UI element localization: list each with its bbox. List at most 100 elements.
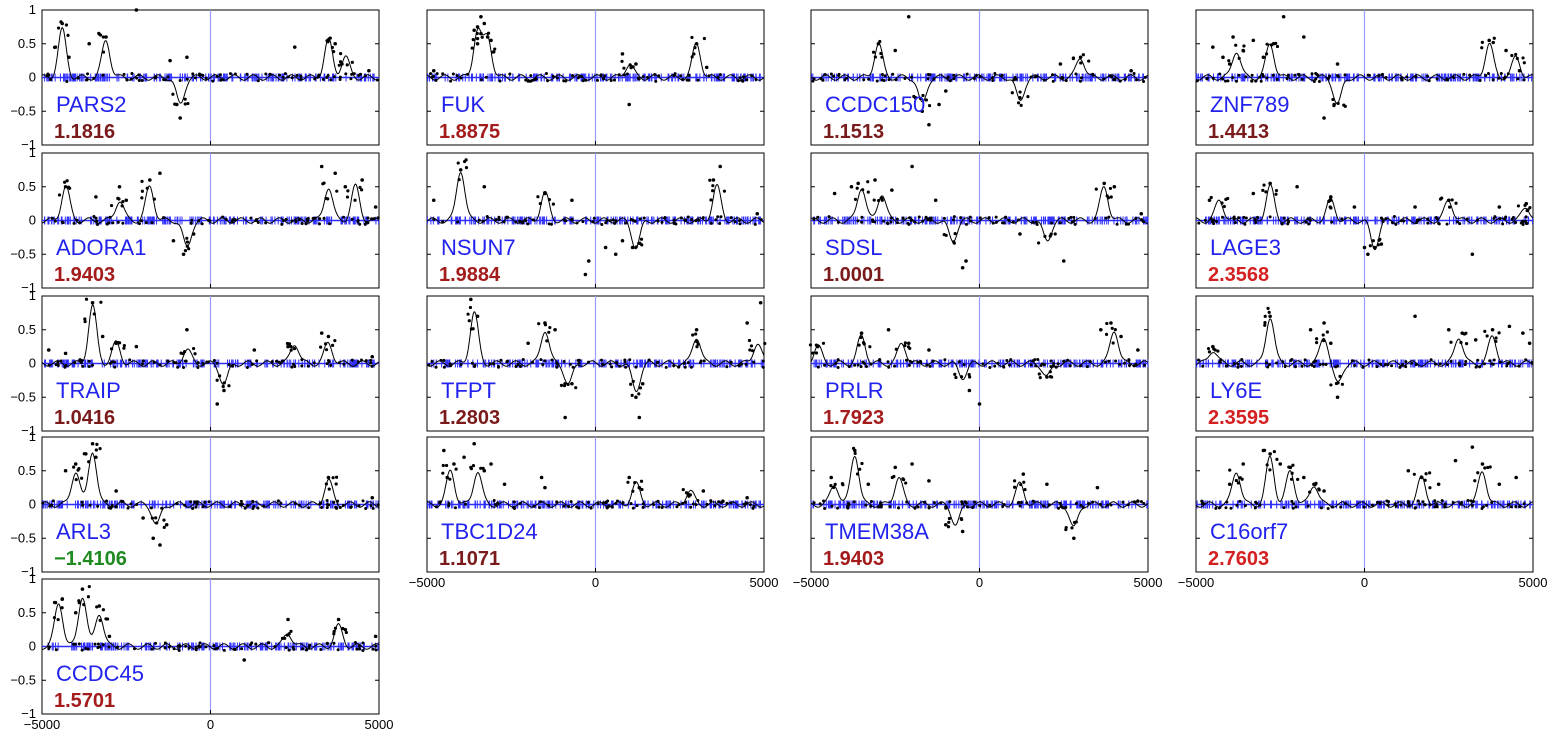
data-point bbox=[1390, 364, 1394, 368]
data-point bbox=[960, 517, 964, 522]
data-point bbox=[289, 344, 293, 349]
data-point bbox=[1445, 222, 1449, 226]
data-point bbox=[264, 72, 268, 76]
data-point bbox=[64, 23, 69, 27]
data-point bbox=[1386, 363, 1390, 367]
data-point bbox=[1056, 506, 1060, 510]
data-point bbox=[1079, 76, 1083, 80]
data-point bbox=[344, 72, 348, 76]
data-point bbox=[873, 55, 877, 59]
data-point bbox=[1060, 75, 1064, 79]
data-point bbox=[101, 35, 105, 39]
y-tick-label: 1 bbox=[29, 429, 36, 444]
data-point bbox=[1329, 206, 1333, 210]
data-point bbox=[215, 361, 219, 365]
data-point bbox=[1209, 195, 1213, 200]
data-point bbox=[150, 516, 154, 520]
data-point bbox=[1244, 75, 1248, 79]
data-point bbox=[633, 219, 637, 223]
data-point bbox=[1522, 61, 1526, 65]
data-point bbox=[709, 221, 713, 225]
data-point bbox=[1294, 365, 1298, 369]
data-point bbox=[1521, 56, 1525, 60]
data-point bbox=[1480, 462, 1485, 466]
data-point bbox=[744, 362, 748, 366]
data-point bbox=[140, 189, 144, 193]
data-point bbox=[633, 480, 637, 485]
data-point bbox=[95, 219, 99, 223]
data-point bbox=[689, 505, 693, 509]
data-point bbox=[1107, 359, 1111, 363]
smooth-curve bbox=[810, 331, 1149, 381]
data-point bbox=[1451, 501, 1455, 505]
data-point bbox=[605, 219, 609, 223]
data-point bbox=[964, 222, 968, 226]
data-point bbox=[203, 500, 207, 504]
data-point bbox=[1450, 198, 1454, 202]
data-point bbox=[853, 197, 858, 202]
data-point bbox=[199, 73, 203, 77]
data-point bbox=[537, 322, 541, 326]
data-point bbox=[1435, 505, 1439, 509]
data-point bbox=[1491, 362, 1495, 366]
data-point bbox=[889, 216, 893, 220]
data-point bbox=[448, 362, 452, 366]
data-point bbox=[431, 198, 436, 203]
data-point bbox=[286, 75, 290, 79]
data-point bbox=[1404, 365, 1408, 369]
data-point bbox=[543, 485, 547, 490]
data-point bbox=[92, 312, 96, 316]
data-point bbox=[256, 221, 260, 225]
data-point bbox=[1475, 218, 1479, 222]
data-point bbox=[683, 219, 687, 223]
data-point bbox=[529, 74, 533, 78]
score-label: 1.9403 bbox=[823, 548, 884, 570]
data-point bbox=[816, 215, 820, 219]
data-point bbox=[1268, 452, 1272, 456]
data-point bbox=[1091, 500, 1095, 504]
data-point bbox=[442, 448, 446, 453]
data-point bbox=[463, 502, 467, 506]
data-point bbox=[963, 500, 967, 504]
data-point bbox=[1289, 359, 1293, 363]
data-point bbox=[652, 503, 656, 507]
data-point bbox=[725, 365, 729, 369]
data-point bbox=[502, 482, 507, 487]
data-point bbox=[91, 363, 95, 367]
data-point bbox=[139, 219, 143, 223]
data-point bbox=[1254, 221, 1258, 225]
data-point bbox=[562, 504, 566, 508]
data-point bbox=[1321, 333, 1325, 337]
data-point bbox=[1050, 73, 1054, 77]
gene-label: PRLR bbox=[825, 378, 884, 403]
data-point bbox=[1379, 242, 1384, 246]
data-point bbox=[687, 73, 691, 77]
data-point bbox=[283, 72, 287, 76]
data-point bbox=[1220, 215, 1224, 219]
data-point bbox=[988, 366, 992, 370]
data-point bbox=[942, 216, 946, 220]
data-point bbox=[1511, 215, 1515, 219]
data-point bbox=[1213, 348, 1217, 352]
data-points bbox=[1200, 445, 1526, 510]
data-point bbox=[187, 247, 191, 251]
data-point bbox=[279, 501, 283, 505]
smooth-curve bbox=[1195, 455, 1534, 508]
data-point bbox=[1142, 80, 1146, 84]
data-point bbox=[326, 475, 331, 480]
data-point bbox=[876, 198, 881, 203]
data-point bbox=[512, 507, 516, 511]
data-point bbox=[183, 97, 187, 101]
data-point bbox=[864, 503, 868, 507]
data-point bbox=[1110, 326, 1114, 330]
data-point bbox=[654, 79, 658, 83]
data-point bbox=[625, 72, 629, 76]
data-point bbox=[566, 382, 570, 387]
data-point bbox=[1319, 506, 1323, 510]
data-point bbox=[63, 180, 67, 184]
data-point bbox=[152, 360, 156, 364]
data-point bbox=[231, 218, 235, 222]
data-point bbox=[657, 74, 661, 78]
data-point bbox=[369, 361, 373, 365]
data-point bbox=[150, 221, 154, 225]
